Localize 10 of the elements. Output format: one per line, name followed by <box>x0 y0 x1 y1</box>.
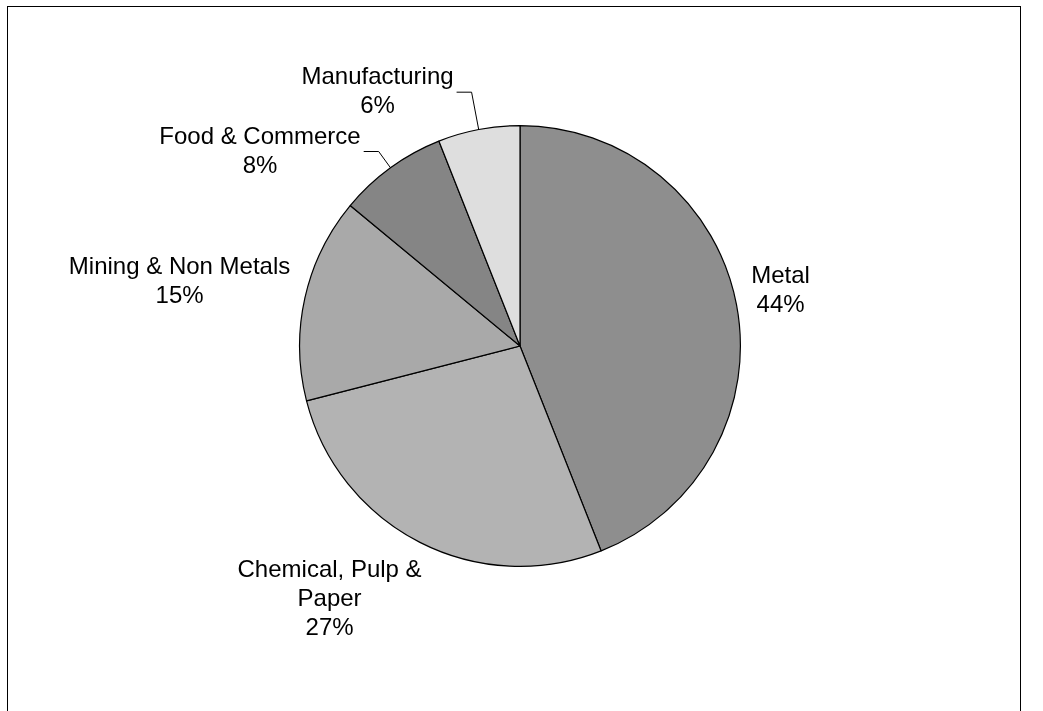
data-label: 15% <box>155 281 204 309</box>
data-label: 44% <box>756 290 805 318</box>
slice-label: Food & Commerce <box>159 121 361 149</box>
slice-label: Mining & Non Metals <box>68 252 291 280</box>
slice-label: Manufacturing <box>301 62 454 90</box>
data-label: 8% <box>242 150 278 178</box>
slice-label: Chemical, Pulp & Paper <box>237 554 422 611</box>
data-label: 27% <box>305 612 354 640</box>
slice-label: Metal <box>751 261 810 289</box>
data-label: 6% <box>360 91 395 119</box>
